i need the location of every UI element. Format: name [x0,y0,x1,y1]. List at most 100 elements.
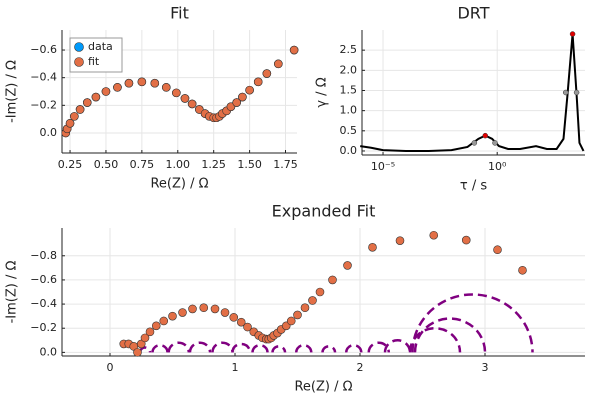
peak-point [569,31,576,37]
y-tick-label: 0.0 [340,144,358,157]
point [75,105,85,114]
point [343,261,352,270]
point [145,327,155,337]
arc [151,343,169,353]
point [113,83,122,92]
chart-title: DRT [457,4,489,23]
half-width-point [562,89,569,96]
point [238,92,247,102]
y-tick-label: 0.0 [40,345,58,358]
point [308,296,317,305]
point [429,230,439,240]
arc [188,341,212,353]
x-tick-label: 1.00 [166,158,191,171]
x-tick-label: 0.50 [94,158,119,171]
point [229,313,239,322]
x-tick-label: 0 [107,361,114,374]
point [461,235,471,245]
x-axis-label: Re(Z) / Ω [150,177,208,192]
arc [231,342,252,353]
x-axis-label: Re(Z) / Ω [294,380,352,395]
point [65,118,75,128]
point [262,69,272,78]
point [289,45,299,55]
arc [345,343,363,353]
legend-label: fit [88,55,100,68]
point [172,88,181,98]
y-axis-label: γ / Ω [315,77,330,107]
point [315,287,325,297]
point [368,243,377,252]
point [137,77,147,87]
point [220,308,230,317]
arc [167,341,190,353]
chart-title: Expanded Fit [272,202,376,221]
point [151,321,161,331]
arc [367,341,390,353]
point [286,316,296,326]
point [150,78,160,88]
y-tick-label: −0.2 [30,98,57,111]
x-tick-label: 2 [357,361,364,374]
x-tick-label: 0.75 [130,158,155,171]
y-tick-label: −0.4 [30,297,57,310]
point [210,304,220,314]
point [328,275,337,285]
y-tick-label: −0.4 [30,71,57,84]
x-tick-label: 0.25 [58,158,83,171]
point [300,303,310,312]
arc [271,345,287,353]
arc [413,317,487,353]
arc [383,339,412,353]
point [91,92,101,102]
x-tick-label: 10⁰ [488,160,507,173]
y-axis-label: -Im(Z) / Ω [5,60,20,123]
y-axis-label: -Im(Z) / Ω [5,261,20,324]
point [140,333,150,343]
x-tick-label: 3 [482,361,489,374]
y-tick-label: 2.0 [340,63,358,76]
point [274,59,283,69]
y-tick-label: −0.2 [30,321,57,334]
point [70,112,79,121]
point [168,311,177,321]
half-width-point [492,140,498,146]
line [360,33,585,152]
point [178,308,187,317]
legend-marker [74,42,84,52]
legend-label: data [88,40,113,53]
point [253,77,263,87]
arc [295,343,313,353]
point [187,99,197,109]
arc [251,343,269,353]
x-tick-label: 1.75 [273,158,298,171]
x-axis-label: τ / s [460,179,487,194]
x-tick-label: 1.25 [201,158,226,171]
chart-title: Fit [170,4,189,23]
point [82,98,92,107]
point [245,85,254,95]
point [395,236,405,245]
y-tick-label: 2.5 [340,43,358,56]
point [124,78,134,88]
x-tick-label: 1.50 [237,158,262,171]
point [493,245,502,255]
point [226,102,236,112]
y-tick-label: −0.8 [30,249,57,262]
y-tick-label: 0.5 [340,124,358,137]
point [293,310,302,320]
y-tick-label: 1.0 [340,104,358,117]
point [159,316,169,326]
point [195,105,204,114]
half-width-point [573,89,580,96]
arc [321,345,337,353]
half-width-point [471,140,478,146]
peak-point [482,132,489,139]
point [161,83,171,92]
point [188,304,197,314]
point [133,348,142,357]
point [232,98,241,107]
point [199,303,209,312]
y-tick-label: 0.0 [40,126,58,139]
